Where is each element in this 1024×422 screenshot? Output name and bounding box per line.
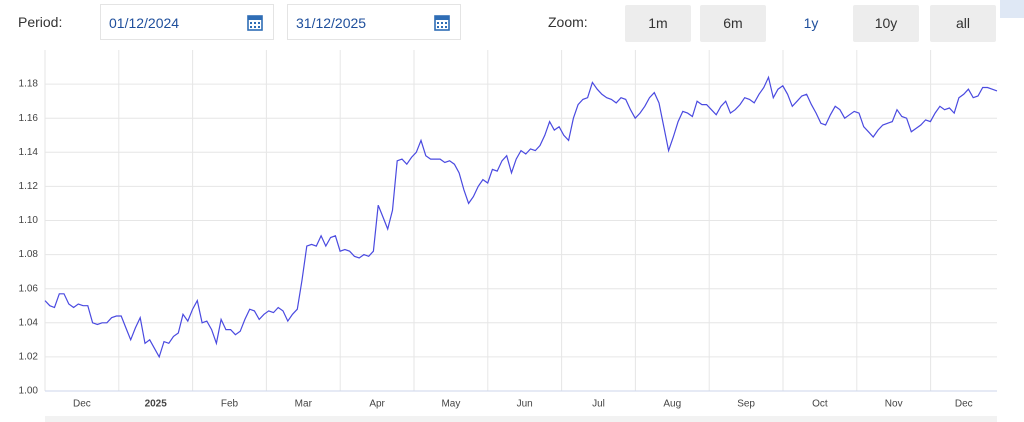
y-tick-label: 1.00 [19, 386, 39, 397]
y-tick-label: 1.06 [19, 283, 39, 294]
zoom-button[interactable]: 10y [853, 5, 919, 42]
navigator-bar [45, 416, 997, 422]
x-tick-label: Feb [221, 399, 239, 410]
period-label: Period: [18, 14, 63, 30]
y-tick-label: 1.12 [19, 181, 39, 192]
y-tick-label: 1.16 [19, 113, 39, 124]
calendar-icon[interactable] [434, 14, 450, 31]
price-line [44, 75, 998, 359]
y-tick-label: 1.18 [19, 79, 39, 90]
x-tick-label: Sep [737, 399, 755, 410]
x-tick-label: Dec [955, 399, 973, 410]
zoom-button[interactable]: all [930, 5, 996, 42]
y-tick-label: 1.04 [19, 317, 39, 328]
y-tick-label: 1.02 [19, 352, 39, 363]
x-tick-label: Oct [812, 399, 828, 410]
x-tick-label: Nov [885, 399, 903, 410]
x-tick-label: Aug [663, 399, 681, 410]
y-tick-label: 1.14 [19, 147, 39, 158]
zoom-button[interactable]: 1m [625, 5, 691, 42]
x-tick-label: Jul [592, 399, 605, 410]
x-tick-label: Jun [517, 399, 533, 410]
start-date: 01/12/2024 [109, 15, 180, 31]
x-tick-label: Apr [369, 399, 385, 410]
zoom-label: Zoom: [548, 14, 588, 30]
x-tick-label: May [441, 399, 460, 410]
x-tick-label: Dec [73, 399, 91, 410]
corner-icon[interactable] [1000, 0, 1024, 18]
x-tick-label: 2025 [145, 399, 168, 410]
end-date-input[interactable]: 31/12/2025 [287, 4, 461, 40]
start-date-input[interactable]: 01/12/2024 [100, 4, 274, 40]
x-tick-label: Mar [295, 399, 313, 410]
zoom-button[interactable]: 6m [700, 5, 766, 42]
zoom-button[interactable]: 1y [803, 15, 819, 31]
y-tick-label: 1.10 [19, 215, 39, 226]
end-date: 31/12/2025 [296, 15, 367, 31]
chart: 1.00 1.02 1.04 1.06 1.08 1.10 1.12 1.14 1.16 1.18… [19, 50, 998, 422]
calendar-icon[interactable] [247, 14, 263, 31]
y-tick-label: 1.08 [19, 249, 39, 260]
